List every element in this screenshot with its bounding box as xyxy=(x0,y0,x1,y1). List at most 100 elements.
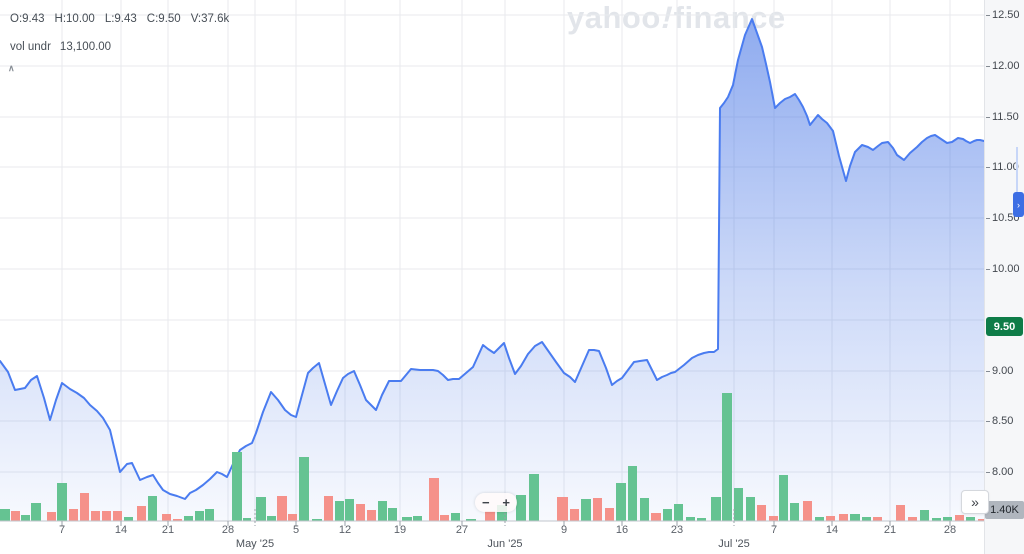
collapse-caret-icon[interactable]: ∧ xyxy=(8,63,15,73)
month-axis-label: May '25 xyxy=(235,538,275,550)
volume-bar xyxy=(232,452,242,521)
indicator-value: 13,100.00 xyxy=(59,41,112,53)
volume-bar xyxy=(102,511,111,521)
volume-bar xyxy=(205,509,214,521)
volume-bar xyxy=(21,515,30,521)
price-axis-label: 12.50 xyxy=(986,9,1020,21)
volume-bar xyxy=(113,511,122,521)
volume-bar xyxy=(324,496,333,521)
volume-bar xyxy=(11,511,20,521)
date-axis-label: 7 xyxy=(770,524,778,536)
volume-bar xyxy=(616,483,626,521)
date-axis-label: 21 xyxy=(161,524,175,536)
volume-bar xyxy=(734,488,743,521)
volume-bar xyxy=(605,508,614,521)
volume-bar xyxy=(312,519,322,521)
volume-bar xyxy=(769,516,778,521)
scroll-forward-button[interactable]: » xyxy=(961,490,989,514)
date-axis-label: 23 xyxy=(670,524,684,536)
volume-bar xyxy=(148,496,157,521)
volume-bar xyxy=(966,517,975,521)
price-axis-label: 8.00 xyxy=(985,466,1014,478)
volume-bar xyxy=(757,505,766,521)
zoom-in-button[interactable]: + xyxy=(502,495,510,510)
volume-bar xyxy=(920,510,929,521)
price-axis-label: 8.50 xyxy=(985,415,1014,427)
volume-bar xyxy=(173,519,182,521)
zoom-controls: − + xyxy=(475,493,517,512)
volume-bar xyxy=(413,516,422,521)
yahoo-finance-watermark: yahoo ! finance xyxy=(567,0,786,36)
volume-bar xyxy=(485,511,495,521)
volume-bar xyxy=(581,499,591,521)
watermark-yahoo: yahoo xyxy=(567,0,661,35)
volume-bar xyxy=(299,457,309,521)
volume-bar xyxy=(516,495,526,521)
volume-bar xyxy=(529,474,539,521)
date-axis-label: 27 xyxy=(455,524,469,536)
volume-bar xyxy=(790,503,799,521)
price-axis-label: 11.50 xyxy=(986,111,1019,123)
indicator-name: vol undr xyxy=(10,41,51,53)
price-area-fill xyxy=(0,19,984,521)
volume-bar xyxy=(978,519,984,521)
volume-bar xyxy=(378,501,387,521)
ohlc-high: H:10.00 xyxy=(54,13,95,25)
price-axis-label: 11.00 xyxy=(986,161,1019,173)
date-axis-label: 21 xyxy=(883,524,897,536)
volume-bar xyxy=(184,516,193,521)
ohlc-close: C:9.50 xyxy=(146,13,181,25)
watermark-finance: finance xyxy=(673,0,786,35)
volume-bar xyxy=(850,514,860,521)
last-price-badge: 9.50 xyxy=(986,317,1023,336)
volume-bar xyxy=(345,499,354,521)
price-axis-label: 9.00 xyxy=(985,365,1014,377)
date-axis-label: 7 xyxy=(58,524,66,536)
volume-bar xyxy=(31,503,41,521)
volume-bar xyxy=(839,514,848,521)
ohlc-legend: O:9.43 H:10.00 L:9.43 C:9.50 V:37.6k xyxy=(10,13,229,25)
date-axis-label: 9 xyxy=(560,524,568,536)
volume-bar xyxy=(955,515,964,521)
volume-bar xyxy=(195,511,204,521)
volume-bar xyxy=(943,517,952,521)
volume-bar xyxy=(815,517,824,521)
date-axis-label: 12 xyxy=(338,524,352,536)
month-axis-label: Jun '25 xyxy=(487,538,523,550)
volume-bar xyxy=(57,483,67,521)
volume-bar xyxy=(288,514,297,521)
volume-bar xyxy=(628,466,637,521)
price-line xyxy=(0,18,985,500)
volume-bar xyxy=(497,505,507,521)
volume-indicator-legend: vol undr 13,100.00 xyxy=(10,41,111,53)
volume-bar xyxy=(896,505,905,521)
volume-bar xyxy=(137,506,146,521)
volume-bar xyxy=(722,393,732,521)
volume-bar xyxy=(862,517,871,521)
panel-expand-badge[interactable]: › xyxy=(1013,192,1024,217)
volume-bar xyxy=(557,497,568,521)
volume-bar xyxy=(440,515,449,521)
volume-bar xyxy=(873,517,882,521)
date-axis-label: 16 xyxy=(615,524,629,536)
volume-bar xyxy=(277,496,287,521)
volume-bar xyxy=(711,497,721,521)
volume-bar xyxy=(466,519,476,521)
date-axis-label: 5 xyxy=(292,524,300,536)
volume-bar xyxy=(388,508,397,521)
volume-bar xyxy=(356,504,365,521)
price-axis-label: 12.00 xyxy=(986,60,1020,72)
date-axis-label: 14 xyxy=(114,524,128,536)
volume-bar xyxy=(451,513,460,521)
zoom-out-button[interactable]: − xyxy=(482,495,490,510)
date-axis-label: 28 xyxy=(943,524,957,536)
volume-bar xyxy=(570,509,579,521)
month-axis-label: Jul '25 xyxy=(718,538,750,550)
volume-bar xyxy=(908,517,917,521)
price-axis: 12.50 12.00 11.50 11.00 10.50 10.00 9.00 8.50 8.… xyxy=(984,0,1024,554)
date-axis-label: 28 xyxy=(221,524,235,536)
volume-bar xyxy=(746,497,755,521)
volume-bar xyxy=(686,517,695,521)
